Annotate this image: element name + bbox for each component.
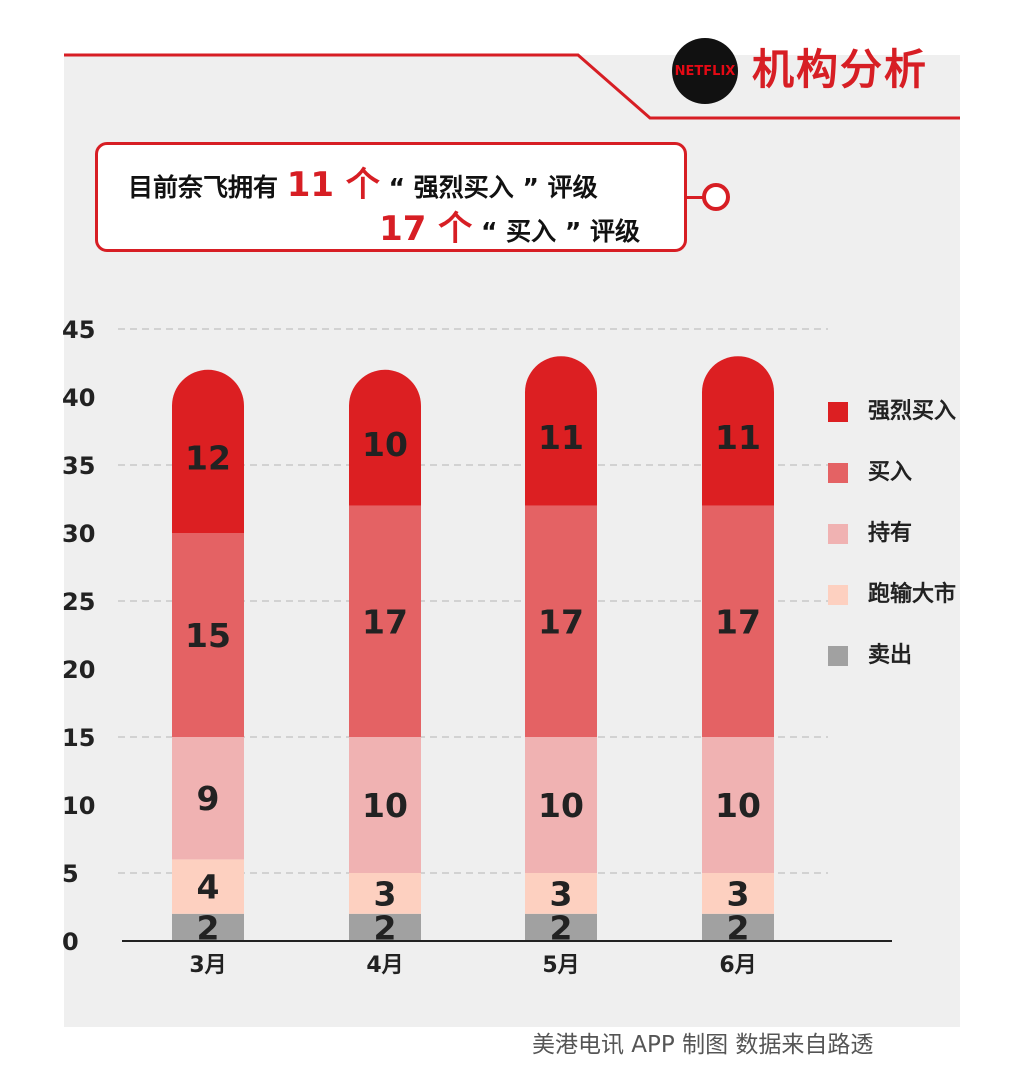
y-tick-label: 40 (62, 384, 95, 412)
callout-prefix: 目前奈飞拥有 (128, 173, 279, 202)
callout-line-1: 目前奈飞拥有 11 个 “ 强烈买入 ” 评级 (128, 157, 598, 206)
buy-label: “ 买入 ” 评级 (481, 217, 640, 246)
bar-segment (702, 356, 774, 506)
bar-segment (525, 873, 597, 914)
bar-segment (349, 369, 421, 506)
strong-buy-label: “ 强烈买入 ” 评级 (388, 173, 598, 202)
legend-label: 买入 (868, 460, 913, 485)
bar-segment (172, 913, 244, 941)
data-label: 11 (715, 418, 761, 457)
callout-ring-icon (702, 183, 730, 211)
data-label: 3 (374, 874, 397, 913)
y-tick-label: 35 (62, 452, 95, 480)
y-tick-label: 20 (62, 656, 95, 684)
data-label: 11 (538, 418, 584, 457)
data-label: 2 (550, 908, 573, 947)
buy-count: 17 个 (379, 209, 473, 249)
legend-swatch (828, 646, 848, 666)
strong-buy-count: 11 个 (286, 165, 380, 205)
y-tick-label: 10 (62, 792, 95, 820)
bar-segment (349, 873, 421, 914)
legend-label: 持有 (868, 521, 913, 546)
callout-connector (685, 196, 707, 199)
data-label: 10 (362, 425, 408, 464)
legend-swatch (828, 524, 848, 544)
data-label: 2 (197, 908, 220, 947)
bar-segment (172, 369, 244, 533)
data-label: 10 (715, 786, 761, 825)
data-label: 9 (197, 779, 220, 818)
bar-segment (525, 505, 597, 737)
y-tick-label: 15 (62, 724, 95, 752)
legend-swatch (828, 402, 848, 422)
bar-segment (702, 913, 774, 941)
footer-credit: 美港电讯 APP 制图 数据来自路透 (532, 1032, 874, 1058)
callout-line-2: 17 个 “ 买入 ” 评级 (379, 201, 640, 250)
data-label: 2 (727, 908, 750, 947)
data-label: 3 (550, 874, 573, 913)
legend-swatch (828, 585, 848, 605)
page-title: 机构分析 (752, 45, 929, 94)
bar-segment (525, 737, 597, 873)
data-label: 17 (362, 602, 408, 641)
netflix-logo: NETFLIX (672, 38, 738, 104)
data-label: 17 (715, 602, 761, 641)
bar-segment (349, 913, 421, 941)
x-tick-label: 3月 (189, 953, 226, 978)
header-divider (64, 53, 960, 120)
data-label: 3 (727, 874, 750, 913)
bar-segment (349, 737, 421, 873)
y-tick-label: 45 (62, 316, 95, 344)
bar-segment (702, 505, 774, 737)
legend-label: 强烈买入 (868, 399, 957, 424)
legend-label: 跑输大市 (868, 582, 957, 607)
data-label: 2 (374, 908, 397, 947)
bar-segment (525, 913, 597, 941)
bar-segment (702, 737, 774, 873)
bar-segment (172, 533, 244, 737)
callout-box: 目前奈飞拥有 11 个 “ 强烈买入 ” 评级 17 个 “ 买入 ” 评级 (95, 142, 687, 252)
y-tick-label: 25 (62, 588, 95, 616)
data-label: 15 (185, 616, 231, 655)
x-tick-label: 4月 (366, 953, 403, 978)
data-label: 17 (538, 602, 584, 641)
data-label: 12 (185, 438, 231, 477)
bar-segment (172, 859, 244, 914)
y-tick-label: 0 (62, 928, 79, 956)
data-label: 10 (362, 786, 408, 825)
y-tick-label: 5 (62, 860, 79, 888)
data-label: 10 (538, 786, 584, 825)
legend-label: 卖出 (868, 643, 913, 668)
y-tick-label: 30 (62, 520, 95, 548)
bar-segment (702, 873, 774, 914)
logo-text: NETFLIX (674, 63, 736, 79)
x-tick-label: 5月 (542, 953, 579, 978)
bar-segment (349, 505, 421, 737)
legend-swatch (828, 463, 848, 483)
bar-segment (172, 737, 244, 860)
bar-segment (525, 356, 597, 506)
x-tick-label: 6月 (719, 953, 756, 978)
data-label: 4 (197, 868, 220, 907)
